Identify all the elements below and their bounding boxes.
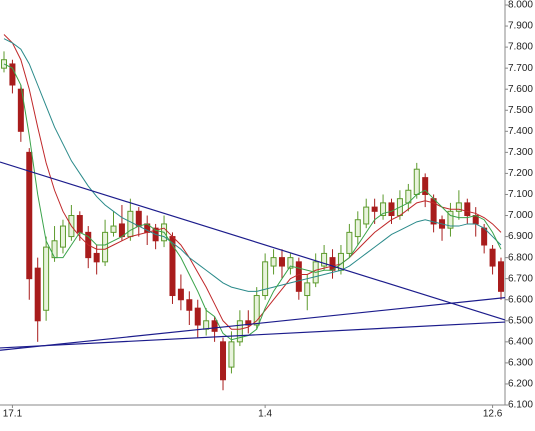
- candle-body: [295, 261, 302, 292]
- candle-body: [76, 215, 83, 233]
- x-tick-label: 17.1: [3, 409, 23, 420]
- y-tick-label: 6.700: [508, 273, 533, 284]
- candle-body: [110, 225, 117, 233]
- candle-body: [363, 206, 370, 225]
- y-tick-label: 6.600: [508, 294, 533, 305]
- candle-body: [220, 341, 227, 381]
- y-tick-label: 7.800: [508, 42, 533, 53]
- y-tick-label: 7.900: [508, 21, 533, 32]
- candle-body: [34, 267, 41, 322]
- trendline: [0, 321, 506, 349]
- candle-body: [270, 257, 277, 267]
- candle-body: [481, 227, 488, 246]
- candle-body: [228, 341, 235, 368]
- candle-body: [43, 246, 50, 311]
- y-tick-label: 6.400: [508, 336, 533, 347]
- candle-body: [17, 88, 24, 132]
- candle-body: [380, 202, 387, 217]
- candle-body: [203, 320, 210, 330]
- y-tick-label: 6.500: [508, 315, 533, 326]
- candle-body: [177, 288, 184, 301]
- candle-body: [262, 261, 269, 297]
- y-tick-label: 7.700: [508, 63, 533, 74]
- candle-body: [371, 206, 378, 212]
- x-tick-label: 12.6: [483, 409, 503, 420]
- candle-body: [464, 202, 471, 217]
- y-tick-label: 6.200: [508, 379, 533, 390]
- candle-body: [388, 202, 395, 217]
- candle-body: [253, 295, 260, 326]
- candle-body: [498, 261, 504, 292]
- y-tick-label: 6.800: [508, 252, 533, 263]
- y-tick-label: 7.200: [508, 168, 533, 179]
- candle-body: [59, 225, 66, 248]
- candle-body: [93, 252, 100, 263]
- y-tick-label: 7.600: [508, 84, 533, 95]
- candle-body: [455, 202, 462, 212]
- candle-body: [489, 248, 496, 267]
- y-tick-label: 6.300: [508, 358, 533, 369]
- candle-body: [304, 282, 311, 297]
- trendline: [0, 161, 506, 321]
- y-tick-label: 7.400: [508, 126, 533, 137]
- candle-body: [287, 257, 294, 269]
- y-tick-label: 7.500: [508, 105, 533, 116]
- candle-body: [447, 210, 454, 229]
- candle-body: [413, 168, 420, 195]
- y-tick-label: 7.100: [508, 189, 533, 200]
- y-tick-label: 8.000: [508, 0, 533, 11]
- y-tick-label: 7.000: [508, 210, 533, 221]
- candle-body: [194, 307, 201, 326]
- trendline: [0, 297, 506, 351]
- candle-body: [354, 219, 361, 238]
- candle-body: [422, 177, 429, 195]
- moving-average: [3, 38, 502, 292]
- candle-body: [102, 231, 109, 263]
- candle-body: [135, 210, 142, 227]
- y-tick-label: 6.100: [508, 400, 533, 411]
- candle-body: [278, 257, 285, 267]
- candle-body: [186, 299, 193, 311]
- candle-body: [321, 252, 328, 267]
- y-tick-label: 7.300: [508, 147, 533, 158]
- candle-body: [245, 320, 252, 326]
- candle-body: [9, 63, 16, 86]
- candle-body: [211, 320, 218, 332]
- y-tick-label: 6.900: [508, 231, 533, 242]
- moving-average: [3, 63, 502, 341]
- candle-body: [26, 151, 33, 280]
- candle-body: [346, 231, 353, 254]
- candle-body: [236, 320, 243, 343]
- candle-body: [127, 210, 134, 238]
- x-tick-label: 1.4: [258, 409, 272, 420]
